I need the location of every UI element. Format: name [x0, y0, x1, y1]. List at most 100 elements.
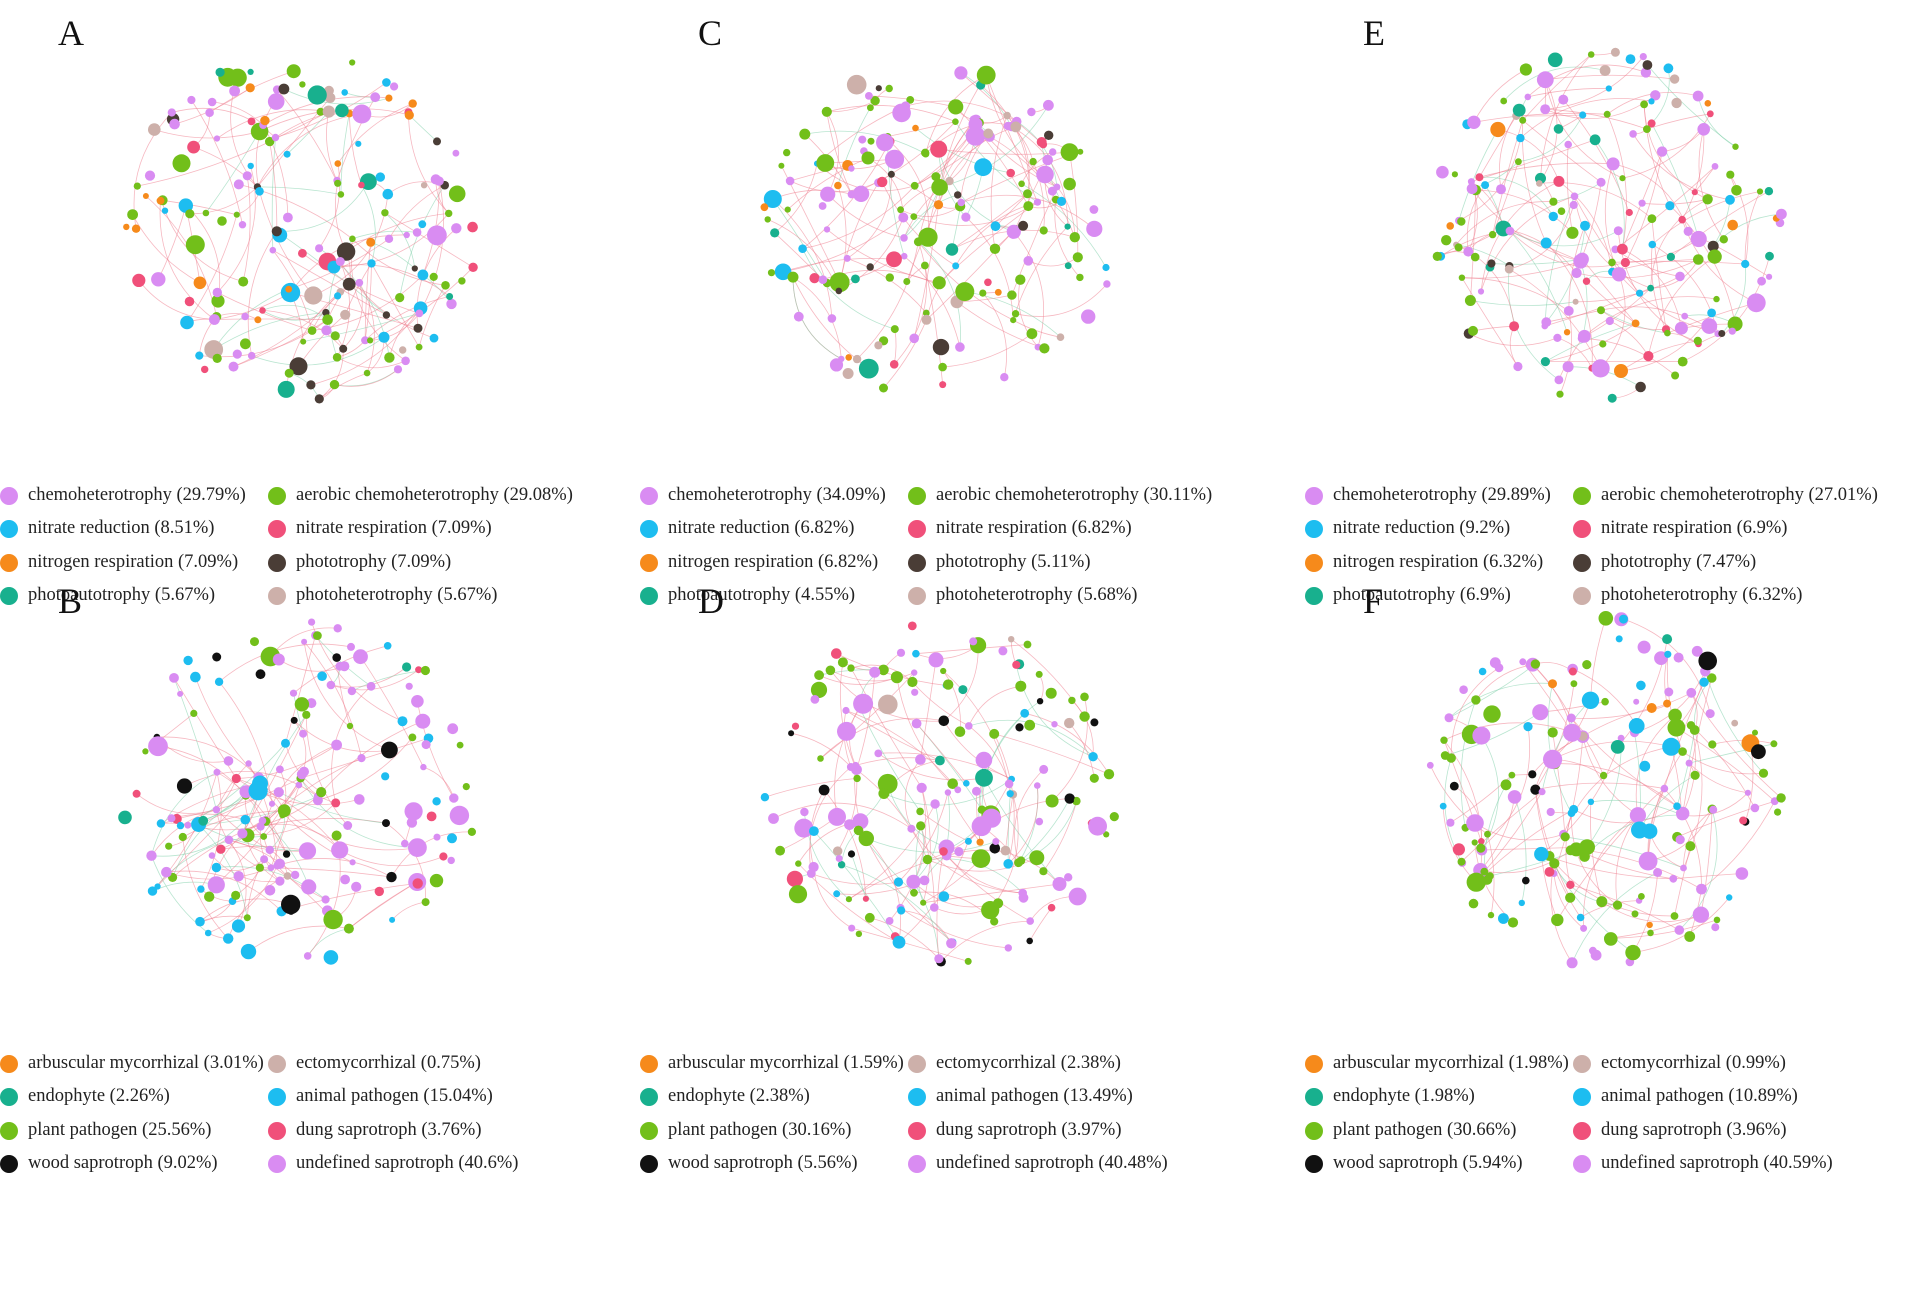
network-edge	[1594, 139, 1625, 250]
network-node	[1039, 764, 1049, 774]
network-node	[1607, 393, 1617, 403]
network-node	[1650, 90, 1661, 101]
network-node	[912, 124, 919, 132]
network-edge	[1455, 201, 1554, 245]
network-node	[1647, 119, 1656, 128]
network-node	[1567, 809, 1576, 817]
panel-letter: D	[698, 581, 724, 621]
network-node	[1587, 798, 1595, 805]
network-node	[273, 787, 284, 798]
network-node	[835, 287, 843, 295]
legend-label: arbuscular mycorrhizal (1.98%)	[1333, 1053, 1569, 1073]
network-node	[1639, 760, 1651, 772]
legend-item: animal pathogen (13.49%)	[908, 1086, 1133, 1107]
network-edges	[764, 638, 1110, 962]
network-node	[269, 246, 277, 254]
network-edge	[946, 792, 950, 848]
network-node	[913, 237, 923, 247]
network-node	[890, 325, 899, 334]
network-node	[1003, 121, 1012, 131]
network-node	[1677, 356, 1688, 367]
network-node	[1711, 163, 1719, 170]
network-node	[299, 81, 306, 88]
network-node	[1636, 289, 1644, 297]
legend-label: arbuscular mycorrhizal (1.59%)	[668, 1053, 904, 1073]
network-node	[1648, 240, 1657, 249]
network-node	[1072, 252, 1083, 263]
legend-label: undefined saprotroph (40.6%)	[296, 1153, 519, 1173]
network-node	[346, 722, 354, 730]
network-edge	[1622, 248, 1682, 329]
network-node	[1691, 189, 1698, 196]
legend-label: photoheterotrophy (5.67%)	[296, 585, 498, 605]
network-node	[180, 315, 194, 330]
network-node	[865, 92, 873, 100]
network-node	[1060, 143, 1079, 162]
network-node	[786, 870, 803, 887]
network-edge	[1007, 785, 1039, 865]
network-node	[169, 118, 180, 130]
network-node	[151, 272, 166, 287]
network-node	[205, 108, 214, 117]
network-node	[1026, 917, 1034, 925]
legend-label: nitrate respiration (7.09%)	[296, 518, 492, 538]
network-node	[1056, 196, 1067, 206]
network-node	[223, 756, 234, 766]
network-node	[233, 871, 244, 882]
network-node	[213, 135, 221, 142]
network-node	[381, 741, 398, 759]
network-node	[1508, 771, 1516, 779]
network-node	[212, 652, 222, 662]
network-node	[952, 118, 959, 125]
network-node	[232, 349, 242, 359]
network-edge	[1643, 104, 1671, 206]
network-node	[399, 346, 407, 354]
network-edge	[244, 819, 281, 882]
network-node	[233, 179, 244, 190]
network-edge	[1466, 184, 1486, 252]
network-node	[1043, 99, 1054, 111]
legend-swatch	[1573, 1154, 1591, 1173]
network-edge	[940, 920, 1031, 962]
network-edge	[152, 881, 217, 892]
network-node	[298, 248, 307, 258]
network-edge	[1450, 667, 1500, 759]
network-edge	[248, 763, 278, 866]
network-node	[1027, 107, 1036, 117]
network-node	[1047, 903, 1056, 912]
network-node	[1764, 187, 1774, 196]
network-node	[1686, 687, 1697, 698]
network-edge	[216, 763, 249, 810]
network-node	[354, 794, 365, 805]
legend-item: ectomycorrhizal (0.99%)	[1573, 1053, 1786, 1074]
network-node	[916, 821, 926, 831]
network-node	[1076, 273, 1084, 282]
network-node	[451, 223, 462, 234]
network-edge	[1468, 333, 1558, 346]
network-node	[976, 65, 996, 85]
network-node	[1725, 194, 1735, 205]
legend-swatch	[640, 519, 658, 538]
network-node	[1020, 708, 1030, 718]
network-node	[421, 898, 430, 907]
network-node	[764, 216, 771, 223]
legend-item: aerobic chemoheterotrophy (29.08%)	[268, 485, 573, 506]
legend-label: photoheterotrophy (6.32%)	[1601, 585, 1803, 605]
legend-label: wood saprotroph (5.56%)	[668, 1153, 858, 1173]
network-node	[1625, 54, 1636, 64]
network-node	[1664, 687, 1674, 697]
network-edge	[259, 191, 314, 296]
legend-item: plant pathogen (25.56%)	[0, 1120, 211, 1141]
network-node	[301, 879, 317, 895]
network-edge	[162, 199, 237, 216]
network-node	[1547, 727, 1558, 738]
network-edge	[942, 670, 961, 732]
network-edge	[1522, 119, 1602, 183]
network-node	[892, 935, 906, 949]
network-edge	[388, 184, 445, 240]
network-node	[255, 669, 266, 680]
network-node	[828, 807, 846, 826]
network-node	[303, 952, 312, 960]
network-edge	[337, 103, 413, 164]
